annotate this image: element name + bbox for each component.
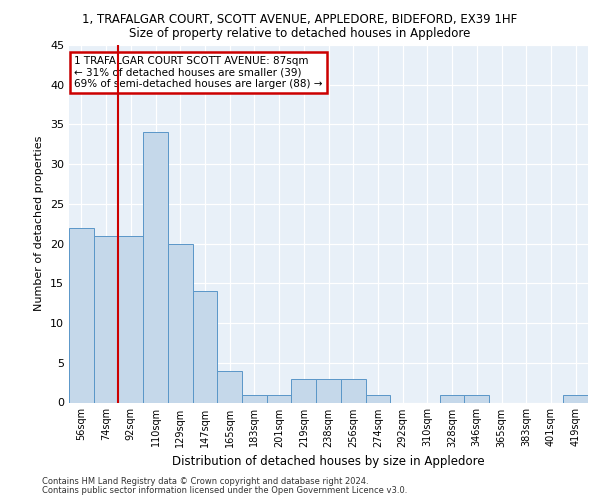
Text: Contains HM Land Registry data © Crown copyright and database right 2024.: Contains HM Land Registry data © Crown c… <box>42 477 368 486</box>
Bar <box>217 370 242 402</box>
Text: Contains public sector information licensed under the Open Government Licence v3: Contains public sector information licen… <box>42 486 407 495</box>
Bar <box>464 394 489 402</box>
Bar <box>193 292 217 403</box>
Text: 1, TRAFALGAR COURT, SCOTT AVENUE, APPLEDORE, BIDEFORD, EX39 1HF: 1, TRAFALGAR COURT, SCOTT AVENUE, APPLED… <box>82 12 518 26</box>
Bar <box>440 394 464 402</box>
Bar <box>365 394 390 402</box>
Bar <box>316 378 341 402</box>
Bar <box>242 394 267 402</box>
Bar <box>118 236 143 402</box>
Bar <box>69 228 94 402</box>
X-axis label: Distribution of detached houses by size in Appledore: Distribution of detached houses by size … <box>172 455 485 468</box>
Text: Size of property relative to detached houses in Appledore: Size of property relative to detached ho… <box>130 28 470 40</box>
Bar <box>168 244 193 402</box>
Bar <box>341 378 365 402</box>
Bar <box>563 394 588 402</box>
Y-axis label: Number of detached properties: Number of detached properties <box>34 136 44 312</box>
Text: 1 TRAFALGAR COURT SCOTT AVENUE: 87sqm
← 31% of detached houses are smaller (39)
: 1 TRAFALGAR COURT SCOTT AVENUE: 87sqm ← … <box>74 56 323 89</box>
Bar <box>143 132 168 402</box>
Bar <box>292 378 316 402</box>
Bar <box>94 236 118 402</box>
Bar <box>267 394 292 402</box>
